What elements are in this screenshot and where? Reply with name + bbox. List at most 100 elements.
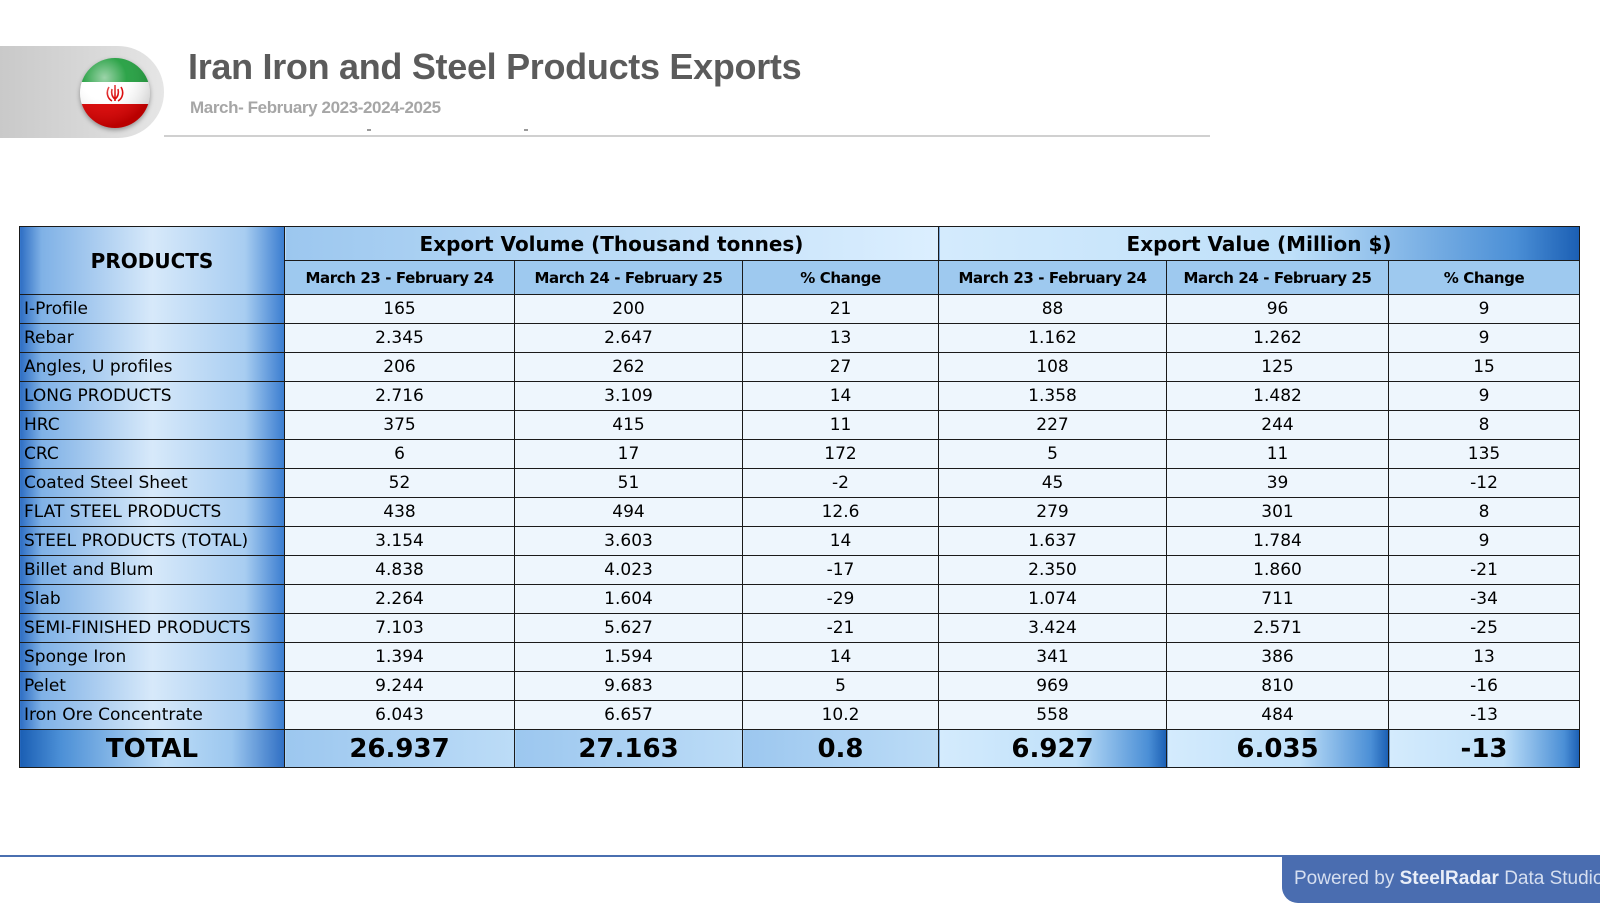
value-change-cell: 8: [1388, 497, 1581, 527]
product-name-cell: FLAT STEEL PRODUCTS: [19, 497, 285, 527]
table-row: I-Profile 165 200 21 88 96 9: [19, 294, 1581, 324]
value-period-2-cell: 1.482: [1166, 381, 1390, 411]
total-value-period-1-cell: 6.927: [938, 729, 1168, 768]
export-volume-header: Export Volume (Thousand tonnes): [283, 226, 940, 261]
value-period-2-cell: 1.860: [1166, 555, 1390, 585]
volume-change-header: % Change: [741, 260, 940, 295]
product-name-cell: Iron Ore Concentrate: [19, 700, 285, 730]
value-period-2-cell: 1.784: [1166, 526, 1390, 556]
total-volume-period-1-cell: 26.937: [284, 729, 515, 768]
volume-change-cell: 14: [741, 526, 940, 556]
value-period-2-cell: 1.262: [1166, 323, 1390, 353]
volume-period-2-cell: 6.657: [514, 700, 743, 730]
volume-change-cell: 13: [741, 323, 940, 353]
value-period-1-cell: 227: [938, 410, 1168, 440]
value-period-1-cell: 88: [938, 294, 1168, 324]
volume-period-1-cell: 3.154: [284, 526, 515, 556]
volume-change-cell: 21: [741, 294, 940, 324]
volume-period-2-cell: 415: [514, 410, 743, 440]
volume-period-1-cell: 2.716: [284, 381, 515, 411]
volume-period-1-cell: 206: [284, 352, 515, 382]
value-period-2-cell: 810: [1166, 671, 1390, 701]
page-title: Iran Iron and Steel Products Exports: [188, 46, 802, 87]
volume-period-2-cell: 494: [514, 497, 743, 527]
volume-period-1-cell: 4.838: [284, 555, 515, 585]
value-period-1-cell: 279: [938, 497, 1168, 527]
value-period-2-cell: 301: [1166, 497, 1390, 527]
value-change-cell: -25: [1388, 613, 1581, 643]
table-body: I-Profile 165 200 21 88 96 9 Rebar 2.345 2.647 13 1…: [19, 294, 1581, 768]
volume-period-1-header: March 23 - February 24: [284, 260, 515, 295]
value-period-1-cell: 5: [938, 439, 1168, 469]
value-period-1-cell: 558: [938, 700, 1168, 730]
table-row: HRC 375 415 11 227 244 8: [19, 410, 1581, 440]
value-period-1-cell: 341: [938, 642, 1168, 672]
volume-change-cell: -2: [741, 468, 940, 498]
value-change-cell: 15: [1388, 352, 1581, 382]
volume-period-2-cell: 3.109: [514, 381, 743, 411]
volume-period-2-cell: 1.594: [514, 642, 743, 672]
value-period-2-cell: 39: [1166, 468, 1390, 498]
value-change-cell: 9: [1388, 294, 1581, 324]
table-row: Coated Steel Sheet 52 51 -2 45 39 -12: [19, 468, 1581, 498]
product-name-cell: I-Profile: [19, 294, 285, 324]
value-period-1-header: March 23 - February 24: [938, 260, 1168, 295]
volume-change-cell: 27: [741, 352, 940, 382]
table-row: Iron Ore Concentrate 6.043 6.657 10.2 558 484…: [19, 700, 1581, 730]
value-change-cell: -21: [1388, 555, 1581, 585]
volume-change-cell: 11: [741, 410, 940, 440]
volume-period-1-cell: 375: [284, 410, 515, 440]
value-period-1-cell: 1.074: [938, 584, 1168, 614]
volume-period-2-cell: 51: [514, 468, 743, 498]
volume-period-2-cell: 1.604: [514, 584, 743, 614]
volume-period-2-cell: 262: [514, 352, 743, 382]
volume-change-cell: -17: [741, 555, 940, 585]
volume-change-cell: -21: [741, 613, 940, 643]
table-row: FLAT STEEL PRODUCTS 438 494 12.6 279 301 8: [19, 497, 1581, 527]
value-period-2-cell: 96: [1166, 294, 1390, 324]
value-period-1-cell: 1.162: [938, 323, 1168, 353]
volume-period-1-cell: 6: [284, 439, 515, 469]
product-name-cell: LONG PRODUCTS: [19, 381, 285, 411]
powered-by-suffix: Data Studio: [1504, 868, 1600, 889]
value-change-cell: 13: [1388, 642, 1581, 672]
value-change-cell: 135: [1388, 439, 1581, 469]
header-tick-mark: [524, 129, 528, 131]
powered-by-prefix: Powered by: [1294, 868, 1395, 889]
exports-table-container: PRODUCTS Export Volume (Thousand tonnes)…: [19, 226, 1581, 768]
header-divider: [164, 135, 1210, 137]
value-period-1-cell: 969: [938, 671, 1168, 701]
volume-change-cell: 12.6: [741, 497, 940, 527]
product-name-cell: Coated Steel Sheet: [19, 468, 285, 498]
total-row: TOTAL 26.937 27.163 0.8 6.927 6.035 -13: [19, 729, 1581, 768]
value-change-cell: 8: [1388, 410, 1581, 440]
value-change-cell: -12: [1388, 468, 1581, 498]
volume-period-1-cell: 438: [284, 497, 515, 527]
page-subtitle: March- February 2023-2024-2025: [190, 98, 441, 117]
value-period-1-cell: 1.358: [938, 381, 1168, 411]
table-row: Angles, U profiles 206 262 27 108 125 15: [19, 352, 1581, 382]
volume-period-1-cell: 52: [284, 468, 515, 498]
table-row: Sponge Iron 1.394 1.594 14 341 386 13: [19, 642, 1581, 672]
export-value-header: Export Value (Million $): [938, 226, 1581, 261]
value-period-2-cell: 711: [1166, 584, 1390, 614]
table-row: Slab 2.264 1.604 -29 1.074 711 -34: [19, 584, 1581, 614]
total-value-change-cell: -13: [1388, 729, 1581, 768]
product-name-cell: STEEL PRODUCTS (TOTAL): [19, 526, 285, 556]
brand-name: SteelRadar: [1399, 868, 1499, 889]
products-header: PRODUCTS: [19, 226, 285, 295]
value-period-1-cell: 3.424: [938, 613, 1168, 643]
value-period-1-cell: 1.637: [938, 526, 1168, 556]
volume-period-2-cell: 17: [514, 439, 743, 469]
volume-period-2-cell: 4.023: [514, 555, 743, 585]
footer-divider: [0, 855, 1600, 857]
table-row: LONG PRODUCTS 2.716 3.109 14 1.358 1.482 9: [19, 381, 1581, 411]
total-value-period-2-cell: 6.035: [1166, 729, 1390, 768]
volume-change-cell: 5: [741, 671, 940, 701]
value-change-cell: 9: [1388, 323, 1581, 353]
volume-period-2-header: March 24 - February 25: [514, 260, 743, 295]
volume-period-2-cell: 200: [514, 294, 743, 324]
product-name-cell: Angles, U profiles: [19, 352, 285, 382]
volume-period-2-cell: 5.627: [514, 613, 743, 643]
volume-change-cell: 14: [741, 642, 940, 672]
